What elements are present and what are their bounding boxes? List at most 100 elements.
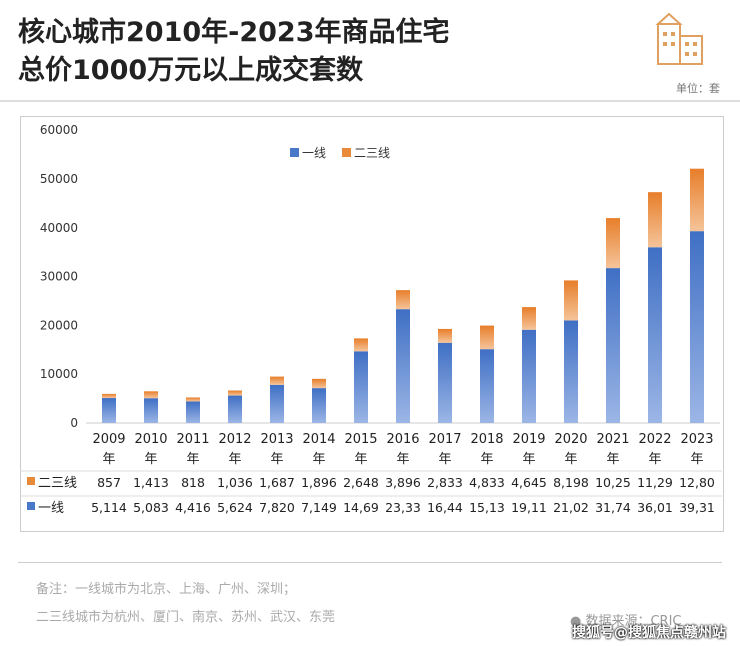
table-cell: 21,02 [553,500,589,515]
legend-label: 二三线 [354,146,390,160]
x-tick-label: 2015 [344,432,377,447]
building-icon [655,12,703,65]
table-cell: 1,413 [133,475,169,490]
x-tick-label: 2013 [260,432,293,447]
table-cell: 5,083 [133,500,169,515]
x-tick-label: 2019 [512,432,545,447]
y-tick-label: 30000 [40,270,78,284]
x-tick-suffix: 年 [396,452,409,467]
bar-first-tier [354,351,368,423]
y-tick-label: 0 [70,416,78,430]
table-cell: 7,820 [259,500,295,515]
bar-first-tier [228,395,242,423]
bar-second-tier [564,280,578,321]
x-tick-suffix: 年 [648,452,661,467]
table-cell: 11,29 [637,475,673,490]
table-cell: 818 [181,475,205,490]
y-tick-label: 60000 [40,123,78,137]
x-tick-suffix: 年 [144,452,157,467]
table-cell: 7,149 [301,500,337,515]
x-tick-label: 2009 [92,432,125,447]
x-tick-suffix: 年 [354,452,367,467]
legend-swatch [290,148,299,157]
table-cell: 4,833 [469,475,505,490]
page-title: 核心城市2010年-2023年商品住宅 总价1000万元以上成交套数 [18,14,450,90]
bar-first-tier [396,309,410,423]
bar-second-tier [690,168,704,232]
bar-second-tier [270,376,284,385]
bar-second-tier [102,393,116,399]
y-tick-label: 40000 [40,221,78,235]
bar-second-tier [312,378,326,389]
bar-first-tier [690,231,704,423]
bar-second-tier [522,307,536,330]
unit-label: 单位：套 [676,82,720,95]
x-tick-label: 2010 [134,432,167,447]
bar-first-tier [438,342,452,423]
x-tick-suffix: 年 [438,452,451,467]
x-tick-label: 2011 [176,432,209,447]
x-tick-suffix: 年 [270,452,283,467]
x-tick-label: 2012 [218,432,251,447]
bar-first-tier [312,388,326,423]
table-cell: 23,33 [385,500,421,515]
x-tick-suffix: 年 [480,452,493,467]
table-cell: 19,11 [511,500,547,515]
table-legend-swatch [27,502,35,510]
table-cell: 14,69 [343,500,379,515]
bar-first-tier [522,329,536,423]
table-cell: 36,01 [637,500,673,515]
bar-first-tier [648,247,662,423]
divider [18,562,722,563]
bar-second-tier [354,338,368,352]
bar-first-tier [186,401,200,423]
bar-second-tier [186,397,200,402]
chart-card [20,116,724,532]
table-cell: 3,896 [385,475,421,490]
bar-first-tier [606,268,620,423]
legend-swatch [342,148,351,157]
legend-label: 一线 [302,146,326,160]
table-cell: 12,80 [679,475,715,490]
x-tick-suffix: 年 [690,452,703,467]
x-tick-suffix: 年 [312,452,325,467]
title-line-1: 核心城市2010年-2023年商品住宅 [18,17,450,48]
table-cell: 857 [97,475,121,490]
x-tick-suffix: 年 [102,452,115,467]
table-cell: 5,624 [217,500,253,515]
data-source: ● 数据来源：CRIC [570,614,682,629]
x-tick-label: 2017 [428,432,461,447]
x-tick-suffix: 年 [522,452,535,467]
bar-second-tier [438,328,452,343]
divider [0,100,740,102]
x-tick-label: 2018 [470,432,503,447]
title-line-2: 总价1000万元以上成交套数 [18,55,364,86]
bar-second-tier [648,192,662,248]
x-tick-suffix: 年 [228,452,241,467]
table-cell: 39,31 [679,500,715,515]
x-tick-label: 2020 [554,432,587,447]
table-cell: 31,74 [595,500,631,515]
y-tick-label: 50000 [40,172,78,186]
bar-second-tier [480,325,494,350]
table-cell: 4,645 [511,475,547,490]
bar-second-tier [228,390,242,396]
x-tick-suffix: 年 [606,452,619,467]
watermark: 搜狐号@搜狐焦点赣州站 [572,625,726,641]
bar-first-tier [270,384,284,423]
table-row-label: 一线 [38,501,64,516]
x-tick-label: 2016 [386,432,419,447]
x-tick-suffix: 年 [564,452,577,467]
bar-first-tier [564,320,578,423]
table-cell: 8,198 [553,475,589,490]
y-tick-label: 20000 [40,318,78,332]
table-legend-swatch [27,477,35,485]
table-cell: 10,25 [595,475,631,490]
y-tick-label: 10000 [40,367,78,381]
bar-first-tier [144,398,158,423]
table-cell: 16,44 [427,500,463,515]
x-tick-label: 2023 [680,432,713,447]
table-row-label: 二三线 [38,476,77,491]
x-tick-label: 2014 [302,432,335,447]
bar-second-tier [144,391,158,399]
